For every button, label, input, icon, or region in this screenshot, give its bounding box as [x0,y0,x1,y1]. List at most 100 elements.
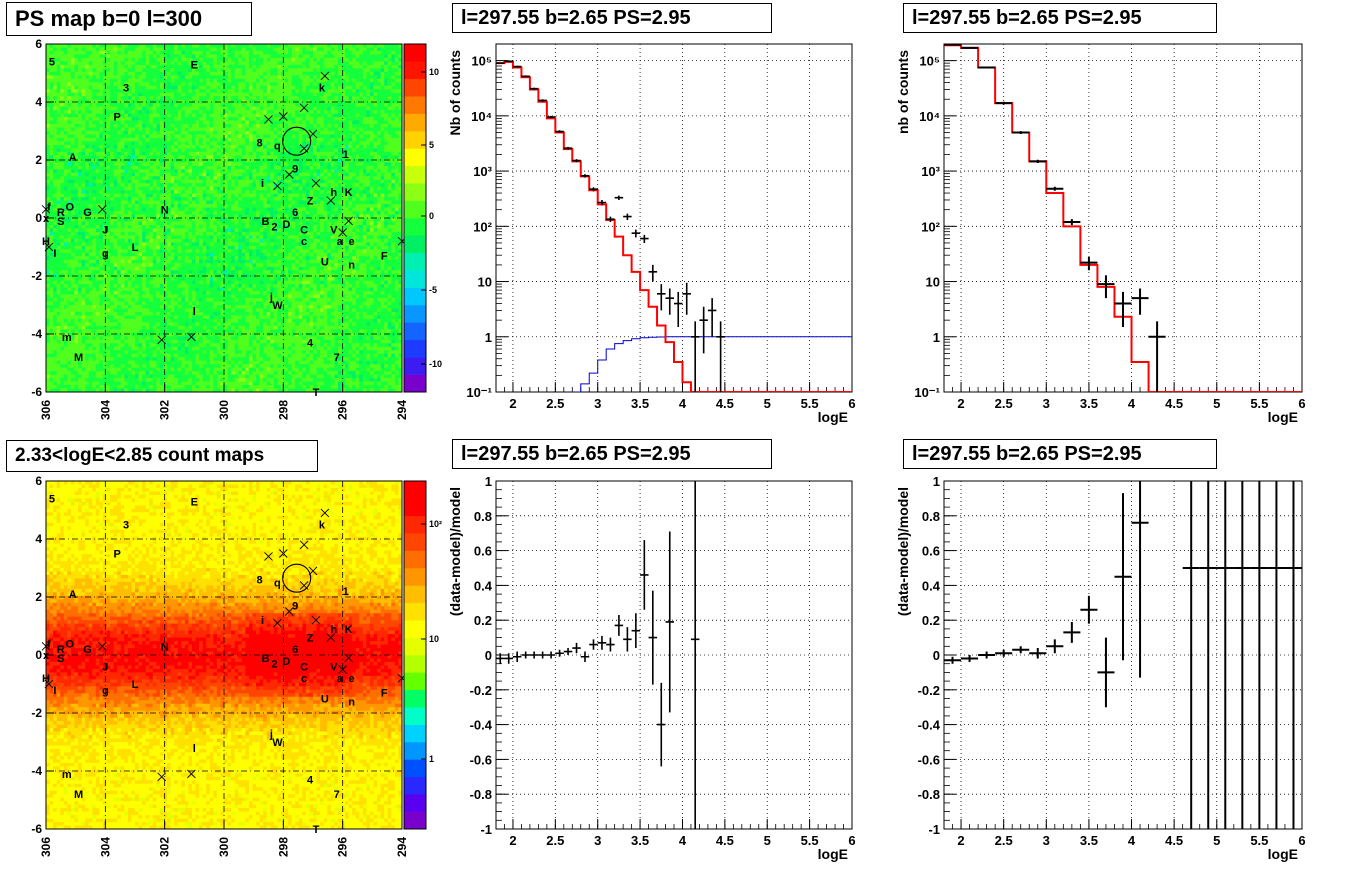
residual_left-data-point [504,653,513,664]
residual_right-data-point [1199,481,1217,829]
ps-map-source-label: f [47,201,51,213]
residual_left-data-point [657,682,666,767]
spectrum_left-frame [495,43,853,393]
ps-map-source-label: F [381,251,388,263]
ps-palette-frame [403,43,427,393]
ps-palette-swatch [404,287,426,306]
spectrum-right-title: l=297.55 b=2.65 PS=2.95 [903,3,1217,33]
residual_left-ytick-label: 0 [485,648,492,663]
residual_right-data-point [1182,481,1200,829]
residual-left-title: l=297.55 b=2.65 PS=2.95 [452,439,772,469]
count-map-source-label: I [53,685,56,697]
count-map-source-marker [264,552,273,561]
residual_right-data-point [978,651,996,659]
count-map-source-label: S [57,653,64,665]
ps-palette-tick-label: -10 [429,359,442,369]
count-map-source-label: x [43,650,50,662]
ps-palette-swatch [404,235,426,254]
residual_left-ytick-label: -0.2 [470,683,492,698]
ps-map-source-marker [338,228,347,237]
count-palette-swatch [404,568,426,586]
ps-map-source-marker [264,115,273,124]
count-palette-swatch [404,481,426,499]
count-map-source-marker [273,618,282,628]
ps-map-ytick-label: -4 [31,327,42,341]
ps-map-source-marker [320,71,330,81]
spectrum_left-data-point [614,195,624,200]
residual_left-xtick-label: 6 [848,833,855,848]
ps-map-source-label: 7 [334,352,340,364]
spectrum_right-ytick-label: 10⁻¹ [914,385,940,400]
ps-map-ytick-label: -2 [31,269,42,283]
spectrum_left-data-point [504,60,513,63]
count-map-source-label: F [381,688,388,700]
ps-map-source-label: O [65,201,74,213]
ps-map-source-label: x [43,213,50,225]
spectrum_left-data-point [546,115,556,119]
residual_left-ytick-label: -0.8 [470,787,492,802]
residual_left-ytick-label: 0.8 [474,509,492,524]
ps-map-source-label: D [282,219,290,231]
residual_left-xtick-label: 4 [679,833,687,848]
residual_left-data-point [521,651,530,659]
count-map-pixels [46,481,403,830]
count-map-source-label: O [65,638,74,650]
count-palette-swatch [404,533,426,551]
spectrum_right-data-point [1012,131,1030,134]
ps-map-source-marker [98,204,107,214]
spectrum_right-data-point [944,44,962,46]
ps-map-source-label: R [57,207,65,219]
spectrum_right-xtick-label: 5.5 [1250,396,1268,411]
ps-map-ytick-label: 4 [35,95,42,109]
residual_left-data-point [538,651,547,659]
spectrum_left-data-point [606,216,615,222]
spectrum_left-ytick-label: 10 [478,275,492,290]
count-map-xtick-label: 306 [39,837,53,857]
spectrum_right-data-point [978,66,996,69]
ps-map-source-label: m [62,332,72,344]
spectrum_right-data-point [1080,256,1098,271]
spectrum_left-xtick-label: 6 [848,396,855,411]
count-map-source-marker [284,607,294,616]
spectrum_left-xlabel: logE [818,409,848,425]
spectrum_right-data-point [1114,291,1132,328]
residual_right-ytick-label: -0.8 [918,787,940,802]
spectrum_right-xtick-label: 2.5 [995,396,1013,411]
spectrum_right-xlabel: logE [1268,409,1298,425]
residual_left-data-point [623,627,632,652]
residual_right-xtick-label: 4 [1128,833,1136,848]
count-map-source-label: G [83,644,92,656]
count-palette-swatch [404,602,426,621]
count-map-source-label: B [262,653,270,665]
ps-map-source-label: q [274,141,281,153]
spectrum_left-data-point [521,75,530,78]
residual_right-xtick-label: 4.5 [1165,833,1183,848]
count-palette-swatch [404,655,426,673]
ps-map-source-marker [299,103,309,113]
spectrum_left-data-point [580,174,590,178]
spectrum_left-xtick-label: 5.5 [801,396,819,411]
spectrum_left-xtick-label: 3.5 [631,396,649,411]
ps-map-source-label: h [330,187,337,199]
count-map-source-marker [344,653,353,663]
spectrum_left-data-point [597,199,607,206]
spectrum_left-ytick-label: 10² [473,219,492,234]
spectrum_left-ytick-label: 10⁻¹ [466,385,492,400]
residual_right-ytick-label: -1 [928,822,940,837]
spectrum_left-data-point [657,284,666,311]
residual_right-data-point [944,656,962,664]
ps-map-source-marker [187,332,196,342]
count-map-source-label: q [274,578,281,590]
ps-map-pixels [46,44,403,393]
count-palette-swatch [404,498,426,517]
residual_right-data-point [961,655,979,662]
ps-map-source-label: B [262,216,270,228]
spectrum-left-title: l=297.55 b=2.65 PS=2.95 [452,3,772,33]
spectrum_right-data-point [1063,219,1081,226]
count-map-source-label: H [42,673,50,685]
spectrum_right-ytick-label: 10⁴ [919,109,940,124]
ps-map-source-marker [44,242,54,252]
spectrum_left-model-blue-histogram [571,336,852,392]
count-map-source-label: L [132,679,139,691]
count-map-source-label: 7 [334,789,340,801]
